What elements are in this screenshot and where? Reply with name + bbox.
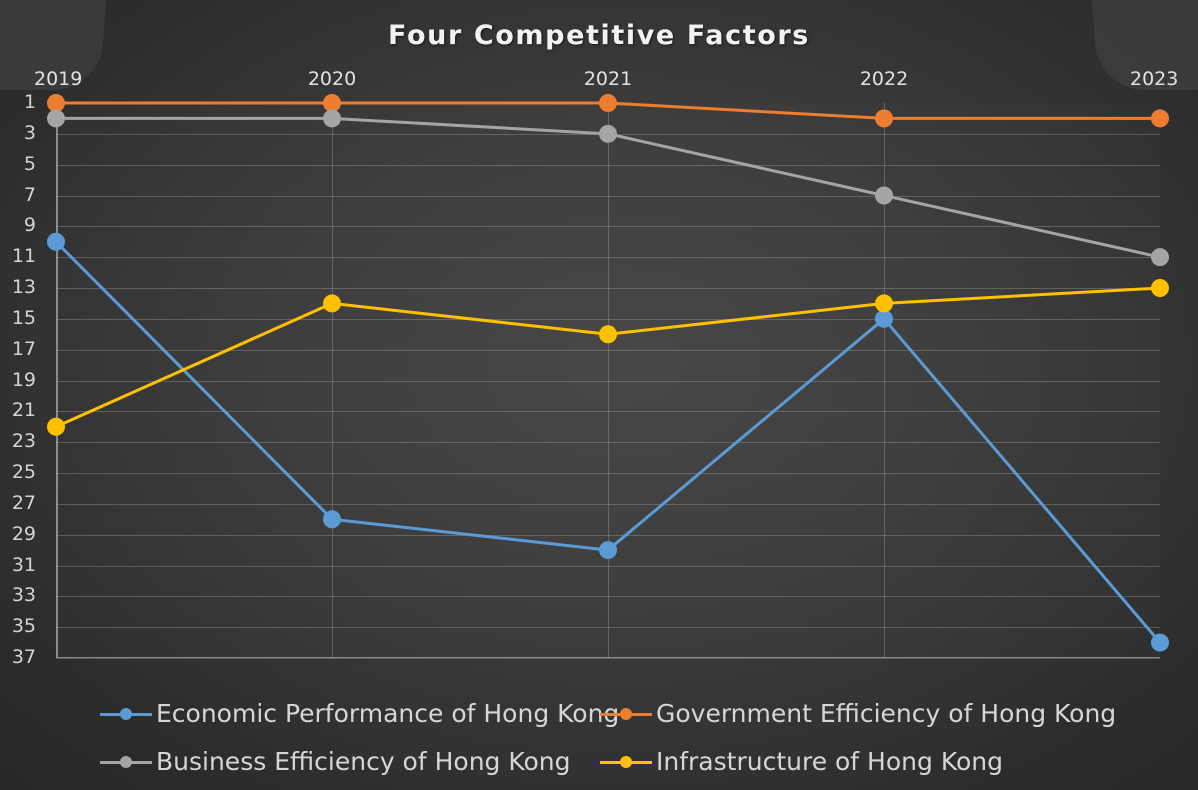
legend-label: Government Efficiency of Hong Kong [656, 699, 1117, 728]
y-axis-tick-label: 15 [11, 306, 36, 329]
legend-item[interactable]: Economic Performance of Hong Kong [100, 690, 619, 738]
series-data-point[interactable] [1151, 633, 1169, 652]
horizontal-gridline [56, 473, 1160, 474]
y-axis-tick-label: 5 [23, 152, 36, 175]
series-data-point[interactable] [599, 325, 617, 344]
series-data-point[interactable] [47, 232, 65, 251]
y-axis-tick-label: 35 [11, 615, 36, 638]
y-axis-tick-label: 19 [11, 368, 36, 391]
legend-marker-icon [600, 753, 652, 771]
y-axis-tick-label: 25 [11, 461, 36, 483]
legend-marker-icon [100, 705, 152, 723]
x-axis-tick-label: 2022 [859, 68, 909, 90]
series-data-point[interactable] [875, 109, 893, 128]
series-data-point[interactable] [599, 124, 617, 143]
series-data-point[interactable] [323, 510, 341, 529]
y-axis-tick-label: 1 [23, 91, 36, 113]
chart-legend: Economic Performance of Hong Kong Governm… [100, 690, 1116, 786]
series-data-point[interactable] [323, 94, 341, 112]
horizontal-gridline [56, 288, 1160, 289]
horizontal-gridline [56, 195, 1160, 197]
x-axis-tick-label: 2019 [34, 68, 83, 90]
horizontal-gridline [56, 442, 1160, 444]
series-data-point[interactable] [47, 109, 65, 128]
horizontal-gridline [56, 318, 1160, 320]
series-data-point[interactable] [875, 294, 893, 313]
legend-label: Business Efficiency of Hong Kong [156, 747, 571, 776]
series-line [54, 240, 1162, 645]
y-axis-tick-label: 33 [11, 584, 36, 607]
vertical-gridline [884, 103, 885, 658]
horizontal-gridline [56, 380, 1160, 382]
series-line [54, 286, 1162, 429]
y-axis-tick-label: 13 [11, 276, 36, 298]
page-title: Four Competitive Factors [388, 20, 810, 51]
series-data-point[interactable] [47, 94, 65, 112]
y-axis-tick-label: 21 [11, 399, 36, 422]
series-data-point[interactable] [875, 186, 893, 205]
horizontal-gridline [56, 658, 1160, 659]
horizontal-gridline [56, 349, 1160, 351]
horizontal-gridline [56, 164, 1160, 166]
legend-item[interactable]: Infrastructure of Hong Kong [600, 738, 1090, 786]
series-data-point[interactable] [599, 94, 617, 112]
legend-label: Infrastructure of Hong Kong [656, 747, 1003, 776]
y-axis-tick-label: 23 [11, 430, 36, 453]
y-axis-tick-label: 29 [11, 522, 36, 545]
series-data-point[interactable] [875, 309, 893, 328]
plot-background [56, 103, 1160, 658]
horizontal-gridline [56, 411, 1160, 413]
y-axis-tick-label: 31 [11, 553, 36, 576]
y-axis-tick-label: 7 [23, 183, 36, 206]
x-axis-tick-label: 2021 [583, 68, 633, 90]
legend-item[interactable]: Government Efficiency of Hong Kong [600, 690, 1116, 738]
vertical-gridline [608, 103, 609, 658]
series-data-point[interactable] [1151, 248, 1169, 267]
series-data-point[interactable] [1151, 109, 1169, 128]
horizontal-gridline [56, 534, 1160, 536]
y-axis-tick-label: 9 [23, 214, 36, 237]
series-data-point[interactable] [599, 541, 617, 560]
y-axis-tick-label: 27 [11, 491, 36, 514]
series-data-point[interactable] [1151, 279, 1169, 297]
series-data-point[interactable] [323, 109, 341, 128]
plot-area [47, 94, 1169, 659]
y-axis-tick-label: 3 [23, 121, 36, 144]
x-axis-tick-label: 2020 [307, 68, 357, 90]
series-layer [47, 94, 1169, 652]
horizontal-gridline [56, 627, 1160, 629]
x-axis-tick-label: 2023 [1130, 68, 1179, 90]
y-axis-tick-label: 11 [11, 245, 36, 268]
vertical-gridline [332, 103, 333, 658]
series-data-point[interactable] [47, 417, 65, 436]
legend-item[interactable]: Business Efficiency of Hong Kong [100, 738, 600, 786]
series-data-point[interactable] [323, 294, 341, 313]
legend-marker-icon [100, 753, 152, 771]
horizontal-gridline [56, 565, 1160, 567]
horizontal-gridline [56, 226, 1160, 228]
y-axis-tick-label: 37 [11, 646, 36, 668]
legend-marker-icon [600, 705, 652, 723]
horizontal-gridline [56, 596, 1160, 598]
horizontal-gridline [56, 257, 1160, 259]
horizontal-gridline [56, 503, 1160, 505]
y-axis-tick-label: 17 [11, 337, 36, 360]
legend-label: Economic Performance of Hong Kong [156, 699, 620, 728]
